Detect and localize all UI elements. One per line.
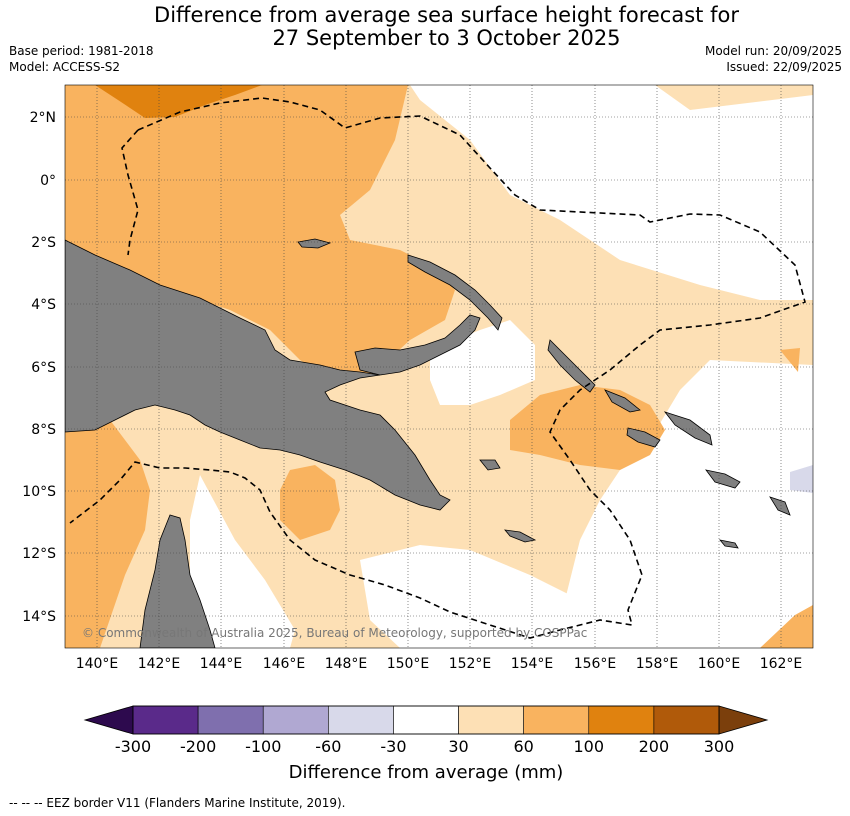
land-new-ireland	[407, 254, 503, 331]
eez-legend-note: -- -- -- EEZ border V11 (Flanders Marine…	[9, 796, 346, 810]
land-santa-isabel	[769, 496, 791, 516]
anomaly-60-100-region-north	[65, 85, 455, 385]
anomaly-60-100-region-gulf	[280, 465, 340, 540]
colorbar-high-extend	[718, 705, 769, 735]
lat-label: 4°S	[31, 297, 56, 313]
lon-label: 142°E	[138, 656, 181, 672]
latitude-labels: 2°N 0° 2°S 4°S 6°S 8°S 10°S 12°S 14°S	[22, 110, 56, 625]
map-title-line1: Difference from average sea surface heig…	[154, 3, 739, 27]
anomaly-neutral-region-gulf	[190, 475, 295, 648]
colorbar-low-extend	[83, 705, 134, 735]
colorbar-tick-label: -30	[380, 737, 406, 756]
land-malaita	[663, 411, 713, 446]
colorbar-tick-label: -200	[180, 737, 216, 756]
colorbar-tick-label: 100	[574, 737, 605, 756]
colorbar-swatch	[523, 705, 590, 735]
colorbar-swatch	[588, 705, 655, 735]
anomaly-neutral-region-south	[360, 545, 600, 648]
colorbar-tick-label: -300	[115, 737, 151, 756]
map-frame	[64, 84, 814, 649]
lat-label: 14°S	[22, 609, 56, 625]
lon-label: 162°E	[760, 656, 803, 672]
land-bougainville	[547, 339, 596, 393]
anomaly-neutral-region-se	[560, 360, 813, 648]
grid-lines	[65, 85, 813, 648]
issued-date: Issued: 22/09/2025	[726, 60, 842, 74]
lon-label: 140°E	[76, 656, 119, 672]
lon-label: 150°E	[387, 656, 430, 672]
anomaly-minus30-minus60-region	[790, 465, 813, 493]
colorbar-swatch	[197, 705, 264, 735]
anomaly-60-100-region-southwest	[65, 400, 150, 648]
colorbar-swatch	[458, 705, 524, 735]
colorbar-frame	[132, 705, 720, 735]
lon-label: 160°E	[698, 656, 741, 672]
land-louisiade	[504, 529, 537, 543]
map-title-line2: 27 September to 3 October 2025	[272, 26, 621, 50]
eez-borders	[69, 97, 806, 639]
metadata-right: Model run: 20/09/2025 Issued: 22/09/2025	[705, 43, 842, 75]
land-new-britain	[354, 314, 481, 376]
longitude-labels: 140°E 142°E 144°E 146°E 148°E 150°E 152°…	[76, 656, 803, 672]
colorbar-tick-label: -100	[245, 737, 281, 756]
model-name: Model: ACCESS-S2	[9, 60, 121, 74]
colorbar-swatch	[393, 705, 459, 735]
lon-label: 156°E	[574, 656, 617, 672]
copyright-notice: © Commonwealth of Australia 2025, Bureau…	[82, 626, 587, 640]
colorbar-swatch	[132, 705, 199, 735]
lon-label: 152°E	[449, 656, 492, 672]
colorbar-tick-label: 200	[639, 737, 670, 756]
base-period: Base period: 1981-2018	[9, 44, 154, 58]
lat-label: 0°	[40, 173, 56, 189]
land-daru-islands	[479, 459, 501, 471]
land-cape-york	[139, 514, 216, 648]
metadata-left: Base period: 1981-2018 Model: ACCESS-S2	[9, 43, 154, 75]
lat-label: 2°S	[31, 235, 56, 251]
colorbar-tick-label: 300	[704, 737, 735, 756]
lat-label: 8°S	[31, 422, 56, 438]
land-makira	[705, 469, 741, 489]
colorbar-tick-label: 30	[448, 737, 468, 756]
map-area: © Commonwealth of Australia 2025, Bureau…	[65, 85, 813, 648]
colorbar-swatch	[328, 705, 394, 735]
lon-label: 158°E	[636, 656, 679, 672]
colorbar: -300 -200 -100 -60 -30 30 60 100 200 300 Differen…	[83, 705, 769, 783]
lat-label: 2°N	[30, 110, 56, 126]
lon-label: 148°E	[325, 656, 368, 672]
land-choiseul	[604, 389, 641, 413]
land-guadalcanal	[626, 427, 661, 448]
lon-label: 146°E	[263, 656, 306, 672]
colorbar-label: Difference from average (mm)	[289, 762, 564, 783]
lat-label: 10°S	[22, 484, 56, 500]
anomaly-60-100-region-se-corner	[760, 605, 813, 648]
anomaly-60-100-region-east	[780, 348, 800, 372]
anomaly-100-200-region	[95, 85, 262, 118]
anomaly-neutral-region-ne	[410, 85, 813, 300]
land-new-guinea	[65, 239, 451, 511]
colorbar-swatch	[653, 705, 720, 735]
land-manus	[297, 238, 332, 249]
colorbar-tick-label: -60	[315, 737, 341, 756]
land-woodlark	[718, 539, 739, 549]
lon-label: 154°E	[511, 656, 554, 672]
lat-label: 12°S	[22, 546, 56, 562]
model-run: Model run: 20/09/2025	[704, 44, 842, 58]
lon-label: 144°E	[200, 656, 243, 672]
colorbar-tick-label: 60	[513, 737, 533, 756]
lat-label: 6°S	[31, 360, 56, 376]
colorbar-swatch	[262, 705, 329, 735]
